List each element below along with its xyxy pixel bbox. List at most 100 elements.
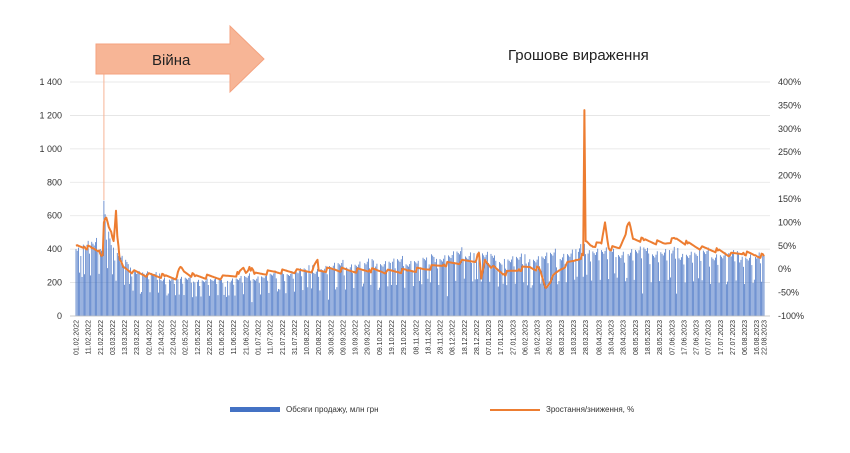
bar [331,268,333,316]
bar [348,269,350,316]
bar [734,261,736,316]
bar [620,258,622,316]
bar [611,251,613,316]
bar [306,270,307,316]
bar [694,252,696,316]
bar [463,278,465,316]
bar [593,253,595,316]
bar [146,273,147,316]
bar [726,284,727,316]
bar [234,295,236,316]
legend-label-change: Зростання/зниження, % [546,405,635,414]
x-tick-label: 13.03.2022 [122,320,129,355]
x-tick-label: 11.07.2022 [268,320,275,355]
bar [241,282,243,316]
bar [262,277,264,316]
bar [364,263,366,316]
bar [165,284,167,316]
bar [195,296,197,316]
bar [673,246,675,316]
x-tick-label: 06.02.2023 [522,320,529,355]
bar [619,256,620,316]
bar [602,251,603,316]
bar [719,255,721,316]
bar [738,252,739,316]
bar [579,248,580,316]
bar [614,273,616,316]
bar [86,244,88,316]
bar [576,276,578,316]
bar [511,259,512,316]
bar [636,251,637,316]
x-tick-label: 17.06.2023 [681,320,688,355]
bar [215,277,216,316]
bar [761,281,762,316]
bar [103,200,105,316]
bar [290,273,292,316]
bar [101,250,102,316]
x-tick-label: 18.04.2023 [609,320,616,355]
bar [118,255,119,316]
bar [564,264,566,316]
bar [642,293,644,316]
bar [357,267,358,316]
bar [169,279,170,316]
x-tick-label: 22.05.2022 [207,320,214,355]
bar [598,260,600,316]
bar [631,249,633,316]
bar [304,269,306,316]
bar [162,279,164,316]
bar [302,290,304,316]
bar [762,253,764,316]
bar [329,266,330,316]
bar [235,278,237,316]
x-tick-label: 20.08.2022 [316,320,323,355]
x-tick-label: 19.09.2022 [353,320,360,355]
bar [218,277,220,316]
bar [667,279,669,316]
bar [525,263,527,316]
bar [213,279,215,316]
bar [334,262,335,316]
bar [671,253,673,316]
bar [711,257,713,316]
bar [641,258,642,316]
bar [80,256,82,316]
bar [700,260,702,316]
bar [455,280,457,316]
bar [732,253,733,316]
bar [518,259,520,316]
bar [740,259,742,316]
bar [486,251,488,316]
bar [681,257,682,316]
bar [166,295,168,316]
y-left-tick-label: 600 [47,211,62,221]
bar [313,272,315,316]
x-tick-label: 21.07.2022 [280,320,287,355]
x-tick-label: 08.04.2023 [596,320,603,355]
x-tick-label: 16.02.2023 [535,320,542,355]
bar [727,281,728,316]
bar [490,253,492,316]
bar [353,288,355,316]
bar [405,264,407,316]
bar [325,265,327,316]
bar [724,252,726,316]
bar [198,279,199,316]
bar [84,274,85,316]
bar [739,262,741,316]
bar [221,279,222,316]
bar [666,260,668,316]
bar [287,275,289,316]
bar [237,279,238,316]
bar [597,248,599,316]
bar [239,278,241,316]
bar [105,239,107,316]
bar [132,290,134,316]
bar [557,284,559,316]
x-tick-label: 22.04.2022 [171,320,178,355]
x-tick-label: 17.07.2023 [718,320,725,355]
bar [190,282,192,316]
x-tick-label: 23.03.2022 [134,320,141,355]
bar [275,278,277,316]
